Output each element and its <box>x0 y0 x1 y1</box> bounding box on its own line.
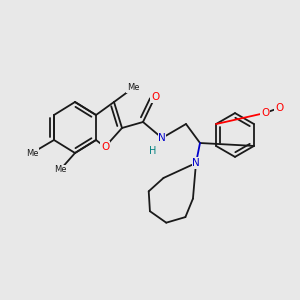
Text: N: N <box>158 133 166 143</box>
Text: O: O <box>101 142 109 152</box>
Text: H: H <box>149 146 157 156</box>
Text: Me: Me <box>54 166 66 175</box>
Text: O: O <box>151 92 159 102</box>
Text: Me: Me <box>127 83 139 92</box>
Text: Me: Me <box>26 148 38 158</box>
Text: O: O <box>275 103 283 113</box>
Text: O: O <box>261 108 269 118</box>
Text: N: N <box>192 158 200 168</box>
